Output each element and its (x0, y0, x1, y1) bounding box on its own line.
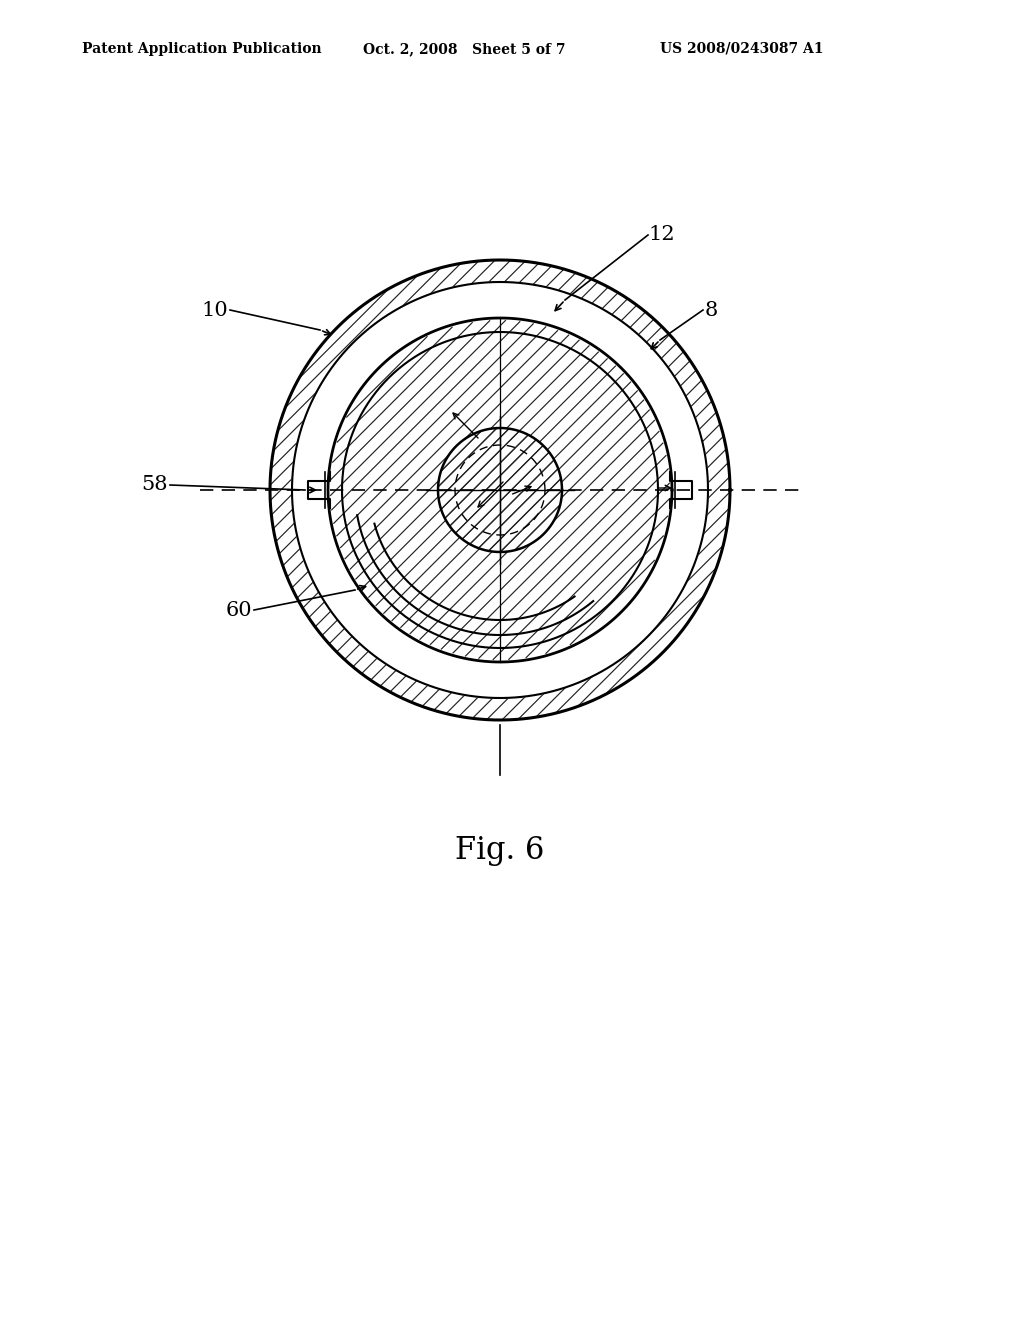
Polygon shape (330, 319, 670, 660)
Text: 58: 58 (141, 475, 168, 495)
Text: US 2008/0243087 A1: US 2008/0243087 A1 (660, 42, 823, 55)
Text: 60: 60 (225, 601, 252, 619)
Text: 8: 8 (705, 301, 718, 319)
Text: Fig. 6: Fig. 6 (456, 834, 545, 866)
Text: Patent Application Publication: Patent Application Publication (82, 42, 322, 55)
Text: 10: 10 (202, 301, 228, 319)
Polygon shape (292, 282, 708, 698)
Text: Oct. 2, 2008   Sheet 5 of 7: Oct. 2, 2008 Sheet 5 of 7 (362, 42, 565, 55)
Text: 12: 12 (648, 226, 675, 244)
